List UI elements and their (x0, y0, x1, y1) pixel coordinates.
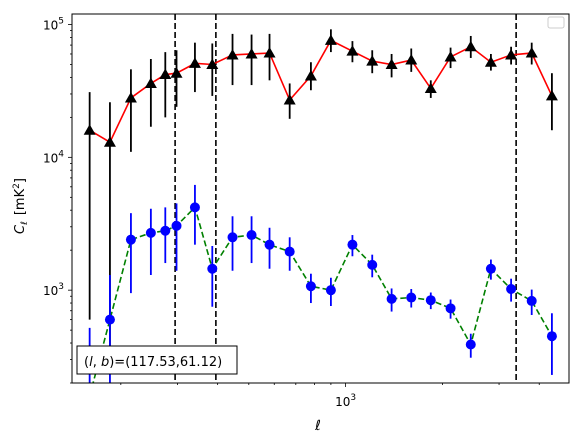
series-1-point-21 (485, 263, 496, 274)
series-1-point-20 (465, 339, 476, 350)
series-0-point-14 (346, 45, 359, 56)
series-0-point-24 (545, 89, 558, 101)
series-1-point-3 (145, 227, 156, 238)
series-0 (83, 29, 558, 364)
series-1-point-8 (227, 232, 238, 243)
annotation-label: (l, b)=(117.53,61.12) (84, 355, 222, 370)
series-0-point-3 (144, 77, 157, 88)
series-1-point-0 (85, 391, 95, 401)
series-1-point-12 (305, 281, 316, 292)
series-0-point-10 (263, 47, 276, 58)
series-0-point-1 (103, 136, 116, 147)
series-0-point-20 (464, 40, 477, 52)
series-0-point-6 (188, 57, 201, 68)
series-1-point-24 (546, 331, 557, 342)
series-1-point-14 (347, 239, 358, 250)
y-tick-label-1: 104 (43, 149, 64, 165)
series-0-point-0 (83, 124, 96, 135)
y-tick-label-2: 105 (43, 17, 64, 33)
series-0-point-13 (324, 34, 337, 45)
x-tick-label-0: 103 (335, 393, 356, 409)
annotation-box (76, 345, 238, 375)
series-1-point-6 (189, 202, 200, 213)
series-0-point-8 (226, 48, 239, 60)
series-0-point-22 (505, 48, 518, 60)
series-0-point-15 (366, 55, 379, 66)
legend-box (547, 16, 565, 29)
series-1-point-11 (284, 246, 295, 257)
series-0-point-17 (405, 54, 418, 65)
series-1-point-9 (246, 230, 257, 241)
plot-area (72, 14, 569, 383)
series-0-point-18 (424, 82, 437, 93)
series-1-point-10 (264, 239, 275, 250)
series-1-point-19 (445, 303, 456, 314)
series-0-point-4 (159, 68, 172, 80)
series-0-point-23 (525, 47, 538, 58)
y-tick-label-0: 103 (43, 282, 64, 298)
series-0-point-5 (170, 67, 183, 78)
data-layer (83, 14, 558, 401)
series-0-point-11 (283, 94, 296, 105)
series-0-point-2 (124, 91, 137, 103)
series-0-point-21 (484, 56, 497, 67)
series-1-point-15 (367, 259, 378, 270)
series-0-point-12 (304, 69, 317, 81)
axis-layer: 103 104 105 103 (43, 17, 540, 409)
series-1-point-18 (425, 295, 436, 306)
series-1-point-1 (104, 314, 115, 325)
series-1-point-17 (406, 292, 417, 303)
series-1-point-16 (386, 293, 397, 304)
series-1-point-5 (171, 220, 182, 231)
series-1-point-4 (160, 225, 171, 236)
series-1-point-2 (125, 234, 136, 245)
series-1-point-7 (207, 263, 218, 274)
series-1-point-23 (526, 295, 537, 306)
series-0-point-16 (385, 58, 398, 70)
series-0-point-7 (206, 58, 219, 70)
plot-frame (71, 13, 570, 384)
x-axis-label: ℓ (314, 418, 321, 434)
series-1-point-13 (325, 285, 336, 296)
series-0-point-9 (245, 47, 258, 59)
series-1 (85, 184, 557, 401)
series-1-point-22 (506, 284, 517, 295)
y-axis-label: Cℓ[mK2] (12, 178, 30, 234)
series-0-point-19 (444, 50, 457, 62)
